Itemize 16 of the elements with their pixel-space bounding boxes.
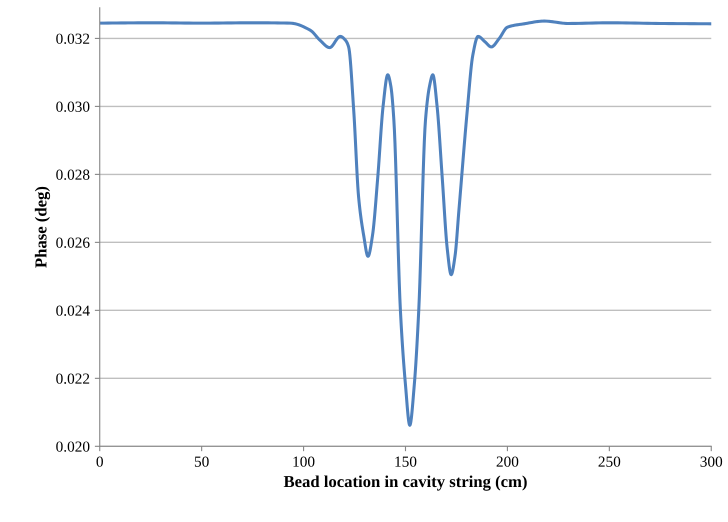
x-axis-title: Bead location in cavity string (cm) bbox=[284, 475, 527, 491]
x-tick-label: 150 bbox=[395, 456, 416, 467]
y-axis-title: Phase (deg) bbox=[34, 186, 50, 268]
y-tick-label: 0.020 bbox=[56, 441, 90, 452]
x-tick-label: 200 bbox=[496, 456, 518, 467]
y-tick-label: 0.030 bbox=[56, 102, 90, 112]
x-tick-label: 50 bbox=[194, 456, 209, 467]
y-tick-label: 0.032 bbox=[56, 34, 90, 44]
x-tick-label: 250 bbox=[598, 456, 620, 467]
y-tick-label: 0.026 bbox=[56, 238, 90, 248]
x-tick-label: 100 bbox=[293, 456, 314, 467]
y-tick-label: 0.028 bbox=[56, 170, 90, 180]
x-tick-label: 0 bbox=[96, 456, 103, 467]
x-tick-label: 300 bbox=[700, 456, 722, 467]
y-tick-label: 0.022 bbox=[56, 373, 90, 384]
y-tick-label: 0.024 bbox=[56, 305, 90, 316]
